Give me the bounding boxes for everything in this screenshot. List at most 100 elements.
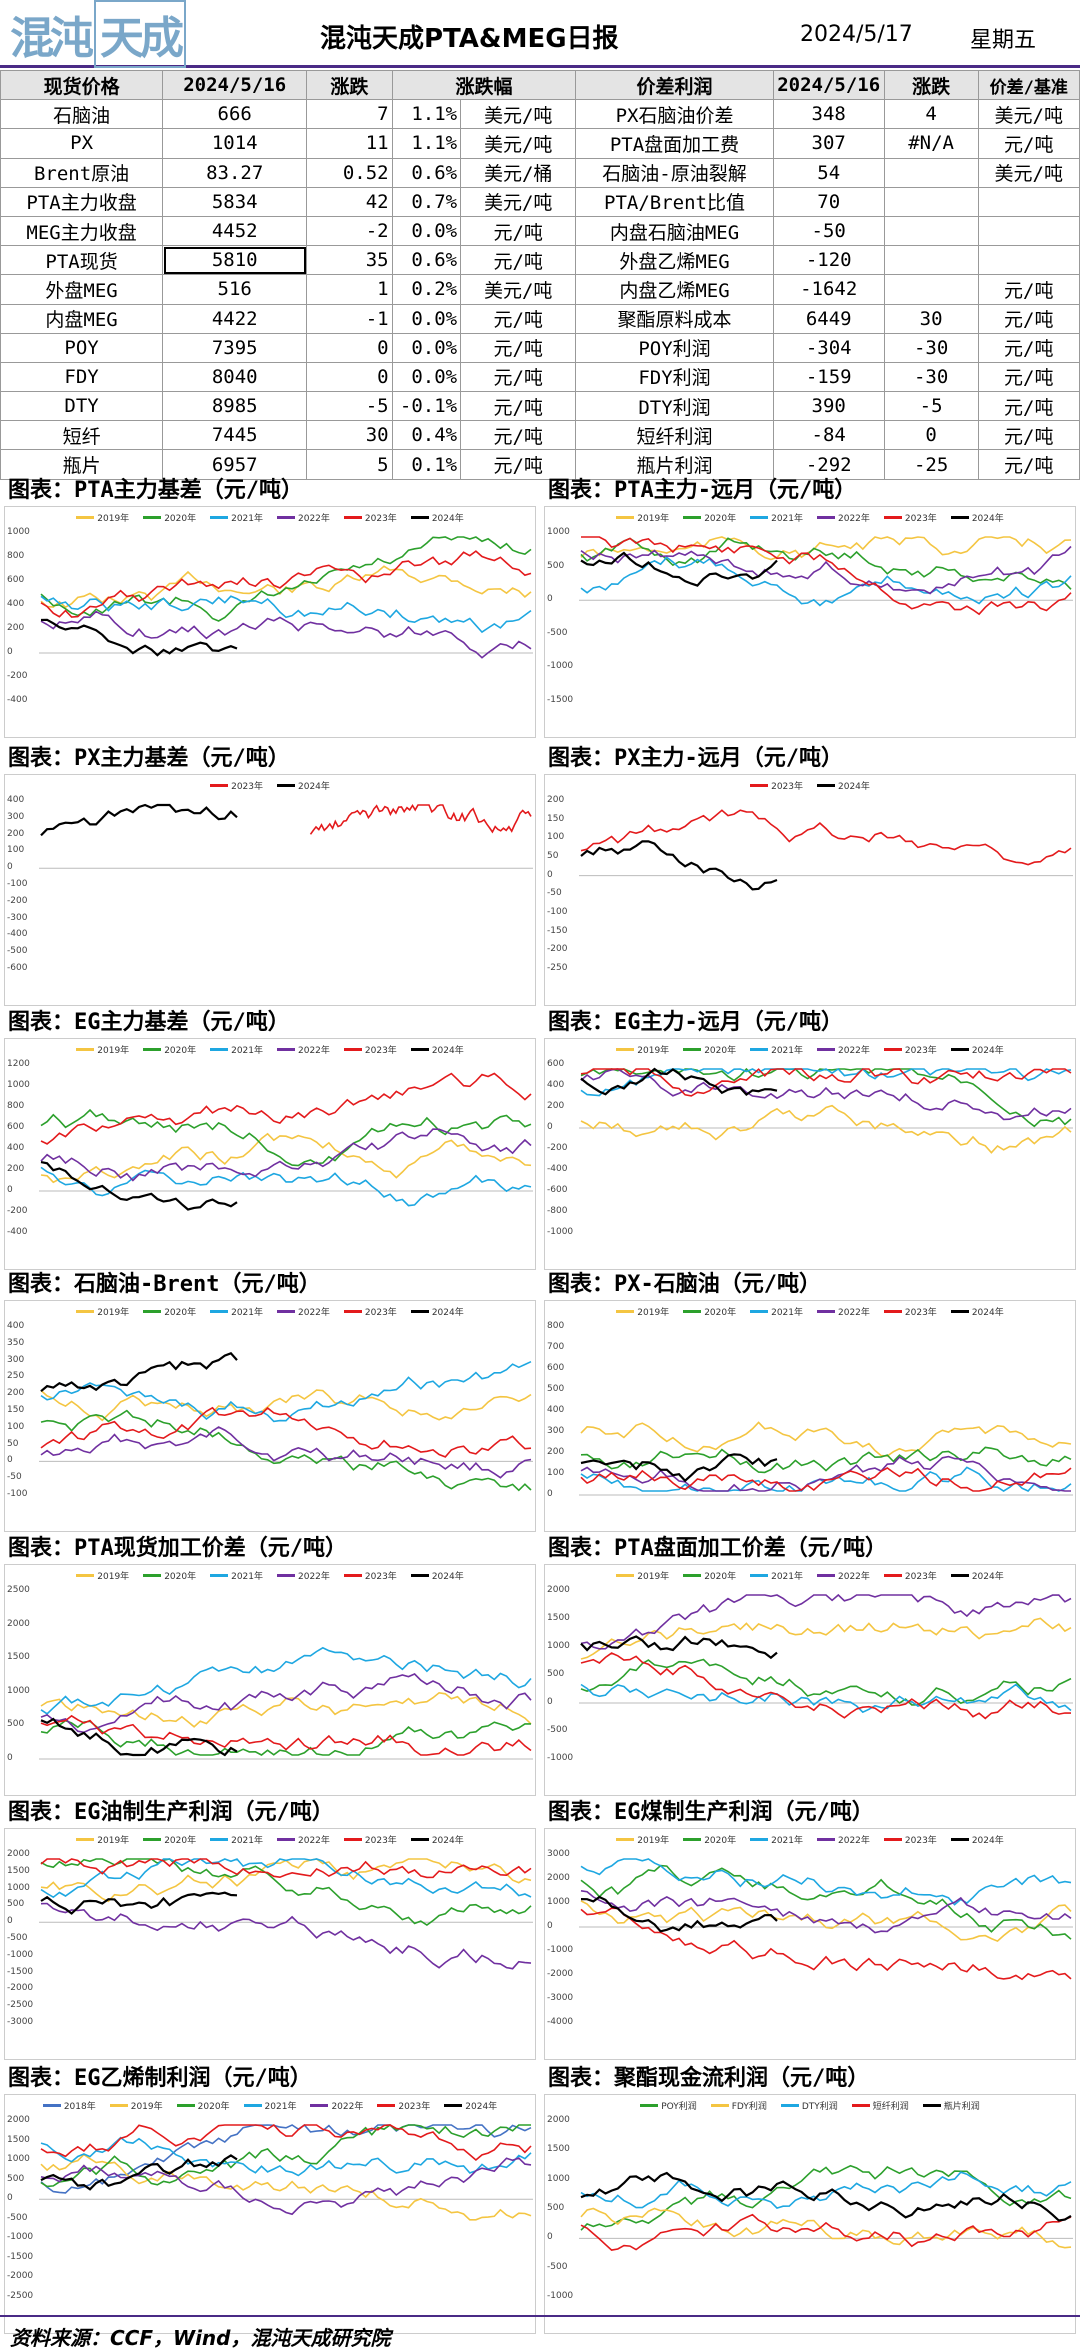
table-cell: 0 <box>306 332 393 363</box>
y-tick-label: 2000 <box>7 2115 30 2125</box>
legend-item: 2023年 <box>343 1043 397 1056</box>
y-tick-label: -1000 <box>7 1949 34 1960</box>
series-line <box>580 537 1072 590</box>
series-line <box>580 840 778 891</box>
legend-item: 2019年 <box>76 1569 129 1582</box>
legend-item: 2022年 <box>277 1569 330 1582</box>
y-tick-label: 200 <box>7 623 25 633</box>
legend-label: 2021年 <box>231 1836 263 1846</box>
legend-item: 2024年 <box>950 511 1004 524</box>
y-tick-label: -500 <box>7 2212 28 2223</box>
legend-swatch <box>210 1048 229 1051</box>
series-line <box>580 1421 1072 1457</box>
y-tick-label: 100 <box>7 845 25 856</box>
legend-item: 2020年 <box>683 1833 736 1846</box>
chart-title: 图表：PTA盘面加工价差（元/吨） <box>548 1536 887 1561</box>
report-weekday: 星期五 <box>970 28 1037 53</box>
legend-label: 2019年 <box>637 1836 670 1846</box>
legend-swatch <box>310 2104 329 2107</box>
table-cell: 聚酯原料成本 <box>575 303 774 334</box>
header-date: 2024/5/16 <box>162 69 308 101</box>
y-tick-label: -500 <box>547 627 568 638</box>
legend-label: 2024年 <box>431 1308 464 1318</box>
y-tick-label: -1000 <box>7 2232 34 2243</box>
series-line <box>40 1161 238 1211</box>
footer-divider <box>0 2315 1080 2317</box>
y-tick-label: 1200 <box>7 1059 30 1069</box>
table-cell: 0 <box>306 361 393 393</box>
chart-panel: 2023年 2024年 200 150 100 50 0 -50 -100 -150 -200 -25… <box>544 774 1076 1006</box>
table-cell: 美元/吨 <box>460 99 577 130</box>
chart-plot <box>39 536 533 659</box>
legend-swatch <box>817 1310 835 1313</box>
legend-swatch <box>176 2104 195 2107</box>
table-cell <box>883 186 979 217</box>
legend-label: 2019年 <box>97 514 130 524</box>
y-tick-label: -1000 <box>547 1753 574 1763</box>
chart-legend: 2019年 2020年 2021年 2022年 2023年 2024年 <box>5 1833 535 1846</box>
table-cell: 美元/吨 <box>977 157 1080 188</box>
table-cell: 石脑油 <box>0 99 164 130</box>
legend-swatch <box>883 1574 902 1577</box>
table-cell: 元/吨 <box>460 245 577 276</box>
series-line <box>580 536 1072 561</box>
chart-panel: POY利润 FDY利润 DTY利润 短纤利润 瓶片利润 2000 1500 1000 500 0 -… <box>544 2094 1076 2334</box>
series-line <box>580 1593 1072 1650</box>
legend-swatch <box>277 1310 295 1313</box>
chart-legend: 2019年 2020年 2021年 2022年 2023年 2024年 <box>5 511 535 524</box>
legend-item: 2019年 <box>109 2099 163 2112</box>
table-cell: 元/吨 <box>460 391 577 422</box>
y-tick-label: 300 <box>7 811 25 822</box>
y-tick-label: -4000 <box>547 2017 574 2027</box>
table-cell: 0.4% <box>391 420 462 451</box>
table-cell: 6957 <box>162 449 308 480</box>
y-tick-label: -2500 <box>7 2000 34 2011</box>
y-tick-label: -50 <box>7 1472 22 1483</box>
header-change: 涨跌 <box>306 69 393 101</box>
legend-item: 2022年 <box>277 1833 330 1846</box>
y-tick-label: 1500 <box>7 1865 30 1876</box>
chart-legend: 2019年 2020年 2021年 2022年 2023年 2024年 <box>545 1569 1075 1582</box>
legend-label: 2019年 <box>637 1046 670 1056</box>
legend-label: 2021年 <box>771 1046 803 1056</box>
table-cell: PX <box>0 128 164 159</box>
legend-label: 2022年 <box>838 1308 870 1318</box>
legend-label: 2023年 <box>904 514 937 524</box>
series-line <box>40 1426 532 1479</box>
table-cell: 0.6% <box>391 157 462 188</box>
legend-label: 2024年 <box>971 1046 1004 1056</box>
table-cell: 内盘乙烯MEG <box>575 274 774 305</box>
legend-label: 2023年 <box>364 1836 397 1846</box>
y-tick-label: 250 <box>7 1371 25 1382</box>
legend-item: 2024年 <box>817 779 870 792</box>
legend-item: 2021年 <box>750 1833 803 1846</box>
legend-label: 2024年 <box>838 782 870 792</box>
legend-swatch <box>277 1838 295 1841</box>
y-tick-label: 500 <box>7 1719 25 1730</box>
y-tick-label: 150 <box>547 813 565 824</box>
table-cell: Brent原油 <box>0 157 164 188</box>
header-change2: 涨跌 <box>883 69 979 101</box>
legend-label: 2019年 <box>97 1046 130 1056</box>
table-cell: 1.1% <box>391 99 462 130</box>
legend-swatch <box>616 516 635 519</box>
y-tick-label: -1000 <box>547 661 574 672</box>
y-tick-label: 800 <box>7 1101 25 1111</box>
legend-swatch <box>277 1574 295 1577</box>
table-cell: 35 <box>306 245 393 276</box>
table-cell: 666 <box>162 99 308 130</box>
y-tick-label: -1000 <box>547 1945 574 1955</box>
table-cell: 外盘MEG <box>0 274 164 305</box>
table-cell: 11 <box>306 128 393 159</box>
table-cell: -2 <box>306 215 393 247</box>
y-tick-label: -1500 <box>7 2251 34 2262</box>
y-tick-label: 1000 <box>547 527 570 537</box>
table-cell: 元/吨 <box>977 449 1080 480</box>
table-row: PX 1014 11 1.1% 美元/吨 PTA盘面加工费 307 #N/A 元/吨 <box>0 128 1080 159</box>
series-line <box>580 1467 1072 1492</box>
y-tick-label: 200 <box>7 1388 25 1399</box>
y-tick-label: -2500 <box>7 2291 34 2301</box>
legend-item: 2021年 <box>210 511 263 524</box>
series-line <box>580 1890 1072 1934</box>
legend-label: 2022年 <box>298 1046 330 1056</box>
